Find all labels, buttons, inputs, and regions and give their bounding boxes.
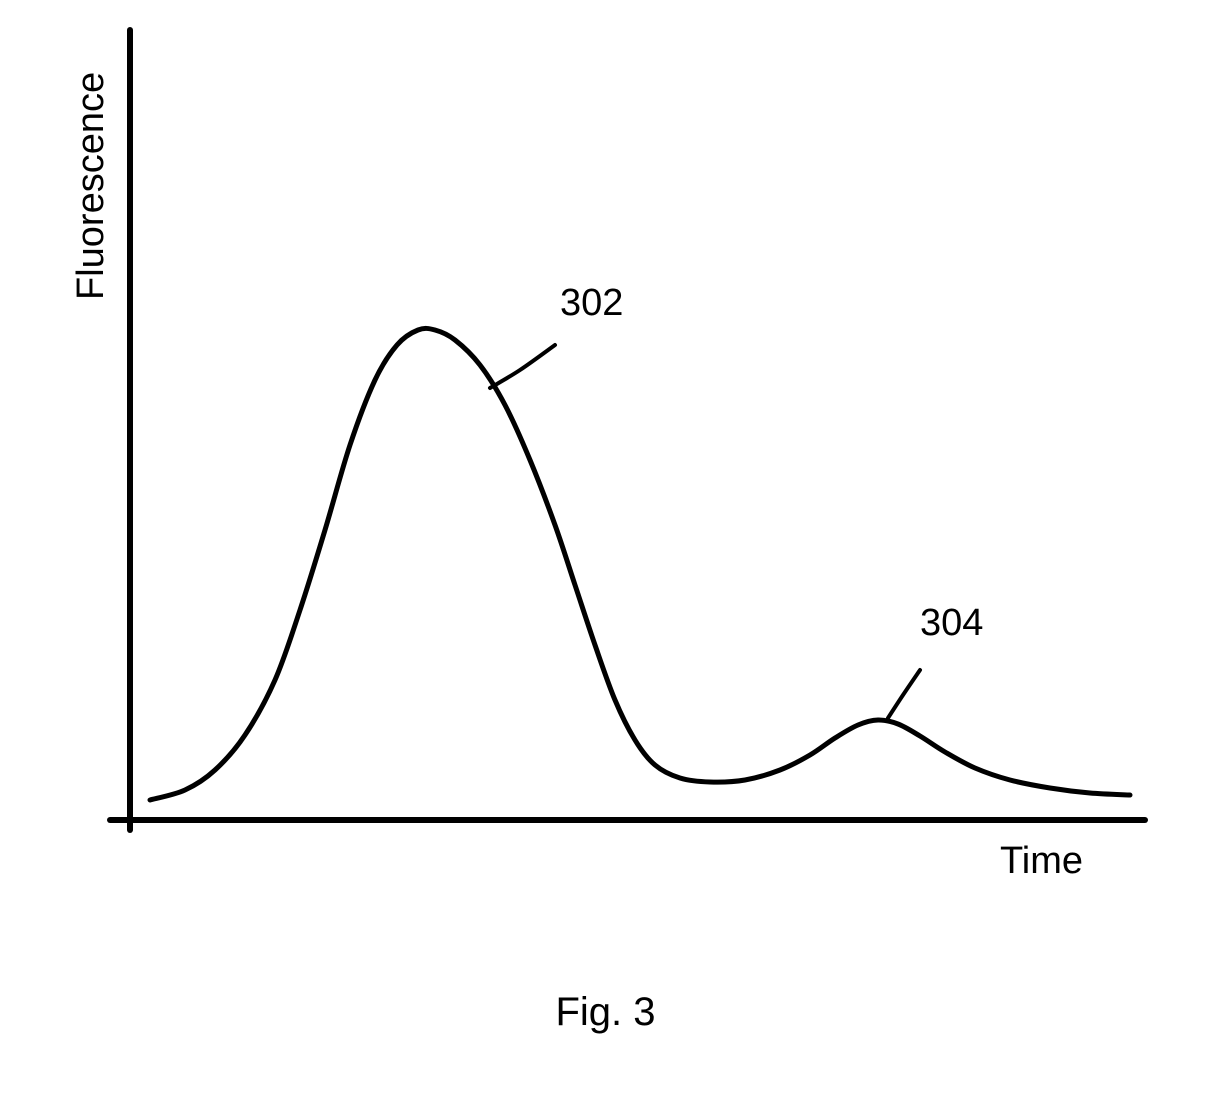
x-axis-label: Time [1000,840,1083,883]
annotation-302: 302 [560,282,623,325]
plot-svg [0,0,1211,1095]
figure-3: Fluorescence Time 302 304 Fig. 3 [0,0,1211,1095]
figure-caption: Fig. 3 [0,990,1211,1035]
annotation-304: 304 [920,602,983,645]
y-axis-label: Fluorescence [70,72,113,300]
